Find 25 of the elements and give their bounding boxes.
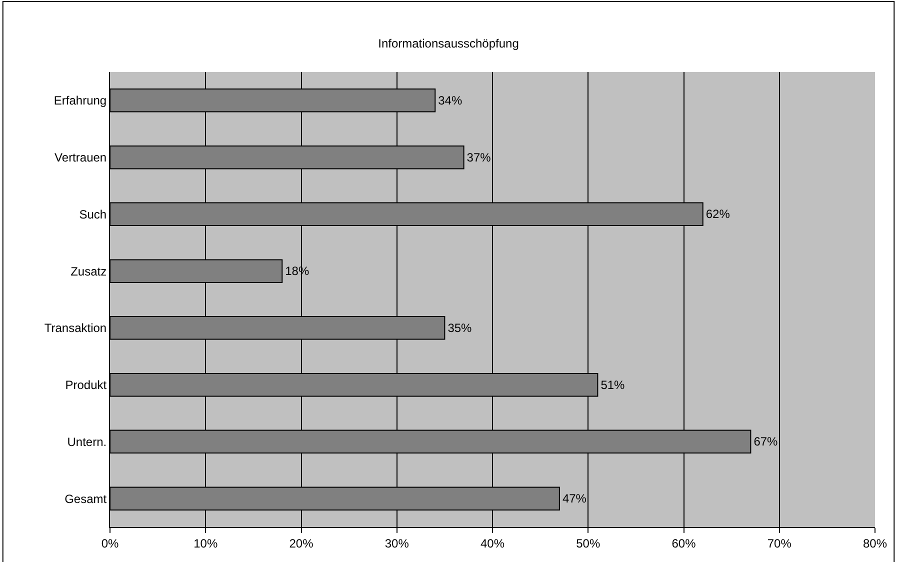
x-tick-label: 60% (672, 536, 696, 550)
data-label: 47% (562, 492, 587, 506)
x-tick-label: 10% (194, 536, 218, 550)
y-tick-label: Gesamt (64, 492, 108, 506)
x-tick-label: 20% (289, 536, 314, 550)
y-tick-label: Erfahrung (54, 94, 107, 108)
chart-title: Informationsausschöpfung (378, 36, 519, 51)
x-tick-label: 80% (862, 536, 888, 550)
data-label: 34% (438, 93, 462, 108)
data-label: 51% (600, 378, 626, 392)
y-tick-label: Vertrauen (54, 150, 107, 165)
x-tick-label: 50% (576, 536, 600, 550)
y-tick-label: Zusatz (70, 264, 107, 278)
x-tick-label: 0% (101, 536, 119, 550)
data-label: 37% (466, 150, 492, 164)
x-tick-label: 70% (767, 536, 792, 550)
y-tick-label: Such (79, 207, 107, 222)
y-tick-label: Produkt (65, 378, 108, 392)
data-label: 67% (754, 434, 778, 449)
x-tick-label: 30% (384, 536, 410, 550)
data-label: 62% (706, 207, 730, 222)
data-label: 35% (448, 320, 472, 335)
y-tick-label: Transaktion (44, 321, 107, 336)
y-tick-label: Untern. (67, 434, 107, 449)
x-tick-label: 40% (480, 536, 505, 550)
